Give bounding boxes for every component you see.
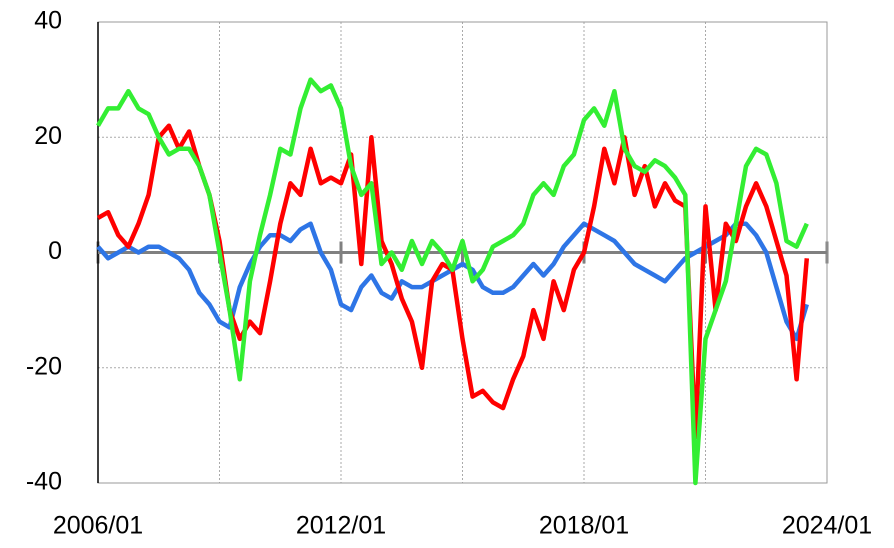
y-tick-label: 40 <box>34 7 62 35</box>
x-tick-label: 2012/01 <box>296 512 386 540</box>
y-tick-label: -20 <box>26 352 62 380</box>
series-line <box>96 77 809 486</box>
x-tick-label: 2018/01 <box>539 512 629 540</box>
y-tick-label: 20 <box>34 122 62 150</box>
x-tick-label: 2006/01 <box>53 512 143 540</box>
y-tick-label: -40 <box>26 468 62 496</box>
y-tick-label: 0 <box>48 237 62 265</box>
x-tick-label: 2024/01 <box>782 512 872 540</box>
